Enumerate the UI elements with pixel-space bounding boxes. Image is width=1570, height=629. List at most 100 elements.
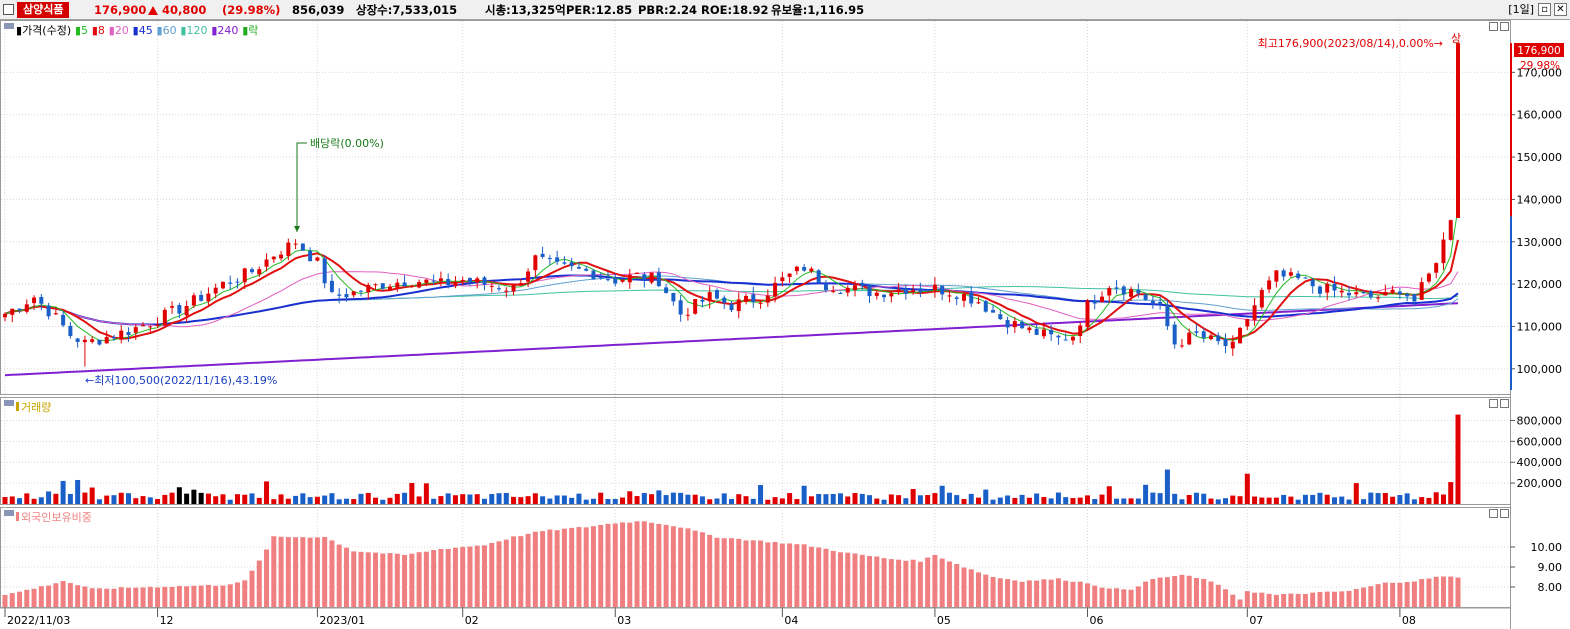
foreign-bar bbox=[859, 554, 865, 607]
retention: 유보율:1,116.95 bbox=[771, 3, 865, 17]
foreign-bar bbox=[1012, 580, 1018, 607]
candle-body bbox=[1114, 287, 1119, 289]
volume-bar bbox=[46, 491, 52, 504]
foreign-bar bbox=[787, 543, 793, 607]
maximize-icon bbox=[1489, 22, 1498, 31]
foreign-bar bbox=[1273, 594, 1279, 607]
volume-bar bbox=[1281, 494, 1287, 504]
volume-title: 거래량 bbox=[21, 401, 51, 414]
volume-bar bbox=[997, 497, 1003, 504]
price-y-tick-label: 140,000 bbox=[1517, 193, 1563, 206]
foreign-bar bbox=[24, 589, 30, 607]
foreign-bar bbox=[1070, 581, 1076, 607]
volume-bar bbox=[38, 497, 44, 504]
foreign-bar bbox=[343, 547, 349, 607]
volume-bar bbox=[1433, 492, 1439, 504]
candle-body bbox=[1027, 327, 1032, 331]
foreign-bar bbox=[1426, 578, 1432, 607]
candle-body bbox=[75, 338, 80, 342]
candle-body bbox=[605, 279, 610, 281]
candle-body bbox=[90, 339, 95, 342]
volume-bar bbox=[743, 496, 749, 504]
foreign-bar bbox=[9, 593, 15, 607]
volume-bar bbox=[925, 495, 931, 504]
volume-bar bbox=[1411, 499, 1417, 504]
candle-body bbox=[518, 283, 523, 286]
foreign-bar bbox=[358, 551, 364, 607]
foreign-bar bbox=[1266, 593, 1272, 607]
minimize-icon[interactable]: ▫ bbox=[1538, 3, 1551, 16]
foreign-bar bbox=[1252, 592, 1258, 607]
volume-bar bbox=[968, 493, 974, 504]
select-checkbox[interactable] bbox=[3, 4, 14, 15]
last-price-tag: 176,900 29.98% bbox=[1514, 43, 1564, 72]
candle-body bbox=[1310, 279, 1315, 287]
foreign-bar bbox=[1361, 587, 1367, 607]
change-pct: (29.98%) bbox=[222, 3, 281, 17]
foreign-bar bbox=[925, 557, 931, 607]
foreign-bar bbox=[2, 595, 8, 607]
foreign-bar bbox=[881, 558, 887, 607]
close-icon[interactable]: ✕ bbox=[1554, 3, 1567, 16]
volume-bar bbox=[518, 497, 524, 504]
foreign-bar bbox=[1259, 592, 1265, 607]
foreign-bar bbox=[213, 585, 219, 607]
candle-body bbox=[903, 288, 908, 294]
close-icon bbox=[1500, 22, 1509, 31]
foreign-bar bbox=[627, 522, 633, 607]
foreign-bar bbox=[46, 585, 52, 607]
candle-body bbox=[896, 289, 901, 293]
foreign-bar bbox=[126, 587, 132, 607]
volume-bar bbox=[1034, 493, 1040, 504]
volume-bar bbox=[1324, 494, 1330, 504]
candle-body bbox=[431, 280, 436, 282]
volume-bar bbox=[53, 493, 59, 504]
volume-bar bbox=[300, 493, 306, 504]
foreign-bar bbox=[1390, 582, 1396, 607]
candle-body bbox=[889, 293, 894, 297]
foreign-bar bbox=[140, 587, 146, 607]
volume-bar bbox=[801, 485, 807, 504]
candle-body bbox=[1223, 338, 1228, 347]
volume-bar bbox=[409, 482, 415, 504]
foreign-bar bbox=[1404, 582, 1410, 607]
volume-bar bbox=[1223, 498, 1229, 504]
foreign-bar bbox=[162, 586, 168, 607]
foreign-bar bbox=[525, 533, 531, 607]
foreign-bar bbox=[1346, 590, 1352, 607]
period-selector[interactable]: [1일] bbox=[1508, 3, 1534, 16]
volume-bar bbox=[540, 496, 546, 504]
volume-bar bbox=[1215, 499, 1221, 504]
volume-bar bbox=[881, 499, 887, 504]
volume-bar bbox=[670, 492, 676, 504]
volume-bar bbox=[336, 499, 342, 504]
candle-body bbox=[1136, 290, 1141, 294]
foreign-bar bbox=[155, 587, 161, 607]
foreign-bar bbox=[750, 540, 756, 607]
volume-bar bbox=[285, 498, 291, 504]
volume-bar bbox=[75, 479, 81, 504]
volume-bar bbox=[532, 493, 538, 504]
volume-bar bbox=[946, 492, 952, 504]
volume-bar bbox=[1128, 498, 1134, 504]
volume-bar bbox=[830, 493, 836, 504]
foreign-bar bbox=[1317, 591, 1323, 607]
candle-body bbox=[409, 285, 414, 287]
candle-body bbox=[787, 273, 792, 277]
foreign-bar bbox=[1223, 589, 1229, 607]
candle-body bbox=[148, 326, 153, 328]
foreign-bar bbox=[1179, 574, 1185, 607]
candle-body bbox=[228, 282, 233, 284]
candle-body bbox=[155, 324, 160, 326]
foreign-bar bbox=[1230, 594, 1236, 607]
candle-body bbox=[591, 270, 596, 280]
volume-bar bbox=[431, 498, 437, 504]
stock-name[interactable]: 삼양식품 bbox=[17, 2, 70, 18]
candle-body bbox=[402, 282, 407, 287]
dividend-annotation: 배당락(0.00%) bbox=[294, 137, 384, 232]
foreign-bar bbox=[467, 546, 473, 607]
volume-bar bbox=[155, 499, 161, 504]
foreign-bar bbox=[1084, 583, 1090, 607]
volume-bar bbox=[845, 496, 851, 504]
foreign-title: 외국인보유비중 bbox=[21, 511, 92, 524]
